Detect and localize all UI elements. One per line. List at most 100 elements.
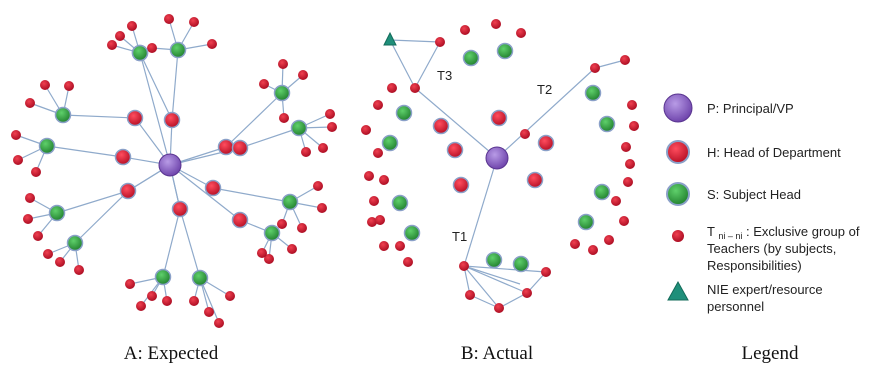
subject-head-node [577, 213, 595, 231]
teacher-node [127, 21, 137, 31]
nie-node [383, 31, 397, 46]
teacher-node [74, 265, 84, 275]
actual-network-graph: T3 T2 T1 [361, 19, 639, 313]
subject-head-node [48, 204, 66, 222]
hod-node [217, 138, 235, 156]
teacher-node [629, 121, 639, 131]
subject-head-node [131, 44, 149, 62]
edge-label-t1: T1 [452, 229, 467, 244]
subject-head-node [403, 224, 421, 242]
edge-teacher-teacher [498, 292, 528, 309]
edge-hod-subject-head [171, 49, 179, 121]
subject-head-node [381, 134, 399, 152]
teacher-node [189, 17, 199, 27]
teacher-node [214, 318, 224, 328]
edge-principal-hod [139, 52, 171, 166]
teacher-node [297, 223, 307, 233]
teacher-node [620, 55, 630, 65]
subject-head-node [263, 224, 281, 242]
teacher-node [410, 83, 420, 93]
head-of-department-icon [666, 140, 690, 164]
principal-icon [663, 93, 693, 123]
teacher-node [460, 25, 470, 35]
teacher-node [619, 216, 629, 226]
teacher-node [115, 31, 125, 41]
teacher-node [279, 113, 289, 123]
teacher-node [225, 291, 235, 301]
subject-head-node [485, 251, 503, 269]
teacher-node [465, 290, 475, 300]
hod-node [119, 182, 137, 200]
teacher-node [25, 98, 35, 108]
edge-principal-group-t2 [496, 67, 596, 159]
legend-hod-label: H: Head of Department [707, 145, 841, 160]
caption-expected: A: Expected [124, 343, 219, 364]
edge-principal-group-t1 [463, 157, 498, 267]
teacher-node [298, 70, 308, 80]
teacher-node [621, 142, 631, 152]
subject-head-node [512, 255, 530, 273]
teacher-node [625, 159, 635, 169]
legend-item-nie: NIE expert/resource personnel [667, 280, 823, 314]
teacher-node [40, 80, 50, 90]
legend-teachers-title: T ni – ni : Exclusive group of [707, 224, 860, 242]
teacher-node [43, 249, 53, 259]
teacher-node [125, 279, 135, 289]
actual-network-edges [389, 39, 626, 309]
teacher-node [13, 155, 23, 165]
teacher-node [611, 196, 621, 206]
subject-head-node [191, 269, 209, 287]
teacher-node [11, 130, 21, 140]
subject-head-node [593, 183, 611, 201]
teacher-node [147, 43, 157, 53]
edge-teacher-teacher [594, 59, 626, 69]
legend-item-hod: H: Head of Department [666, 140, 841, 164]
teacher-icon [672, 230, 684, 242]
expected-network-graph [11, 14, 337, 328]
teacher-node [570, 239, 580, 249]
edge-principal-group-t3 [414, 87, 498, 159]
edge-hod-subject-head [239, 127, 300, 149]
teacher-node [31, 167, 41, 177]
edge-teacher-teacher [463, 265, 528, 294]
subject-head-icon [666, 182, 690, 206]
edge-teacher-teacher [469, 294, 500, 309]
teacher-node [318, 143, 328, 153]
teacher-node [435, 37, 445, 47]
hod-node [163, 111, 181, 129]
legend-item-principal: P: Principal/VP [663, 93, 794, 123]
hod-node [204, 179, 222, 197]
hod-node [171, 200, 189, 218]
legend-teachers-line2: Teachers (by subjects, [707, 241, 836, 256]
teacher-node [313, 181, 323, 191]
hod-node [126, 109, 144, 127]
edge-hod-subject-head [74, 190, 129, 244]
teacher-node [64, 81, 74, 91]
principal-node [485, 146, 509, 170]
subject-head-node [281, 193, 299, 211]
subject-head-node [584, 84, 602, 102]
edge-label-t2: T2 [537, 82, 552, 97]
subject-head-node [290, 119, 308, 137]
teacher-node [588, 245, 598, 255]
legend-nie-line2: personnel [707, 299, 764, 314]
teacher-node [147, 291, 157, 301]
caption-actual: B: Actual [461, 343, 533, 364]
teacher-node [395, 241, 405, 251]
teacher-node [287, 244, 297, 254]
teacher-node [494, 303, 504, 313]
legend-teachers-sub: ni – ni [718, 231, 742, 241]
subject-head-node [598, 115, 616, 133]
teacher-node [189, 296, 199, 306]
edge-hod-subject-head [179, 208, 201, 279]
teacher-node [164, 14, 174, 24]
edge-group-nie [389, 39, 416, 89]
subject-head-node [273, 84, 291, 102]
teacher-node [379, 241, 389, 251]
edge-group-teacher [414, 41, 441, 89]
teacher-node [301, 147, 311, 157]
teacher-node [162, 296, 172, 306]
caption-legend: Legend [742, 343, 799, 364]
nie-triangle-icon [667, 280, 689, 301]
